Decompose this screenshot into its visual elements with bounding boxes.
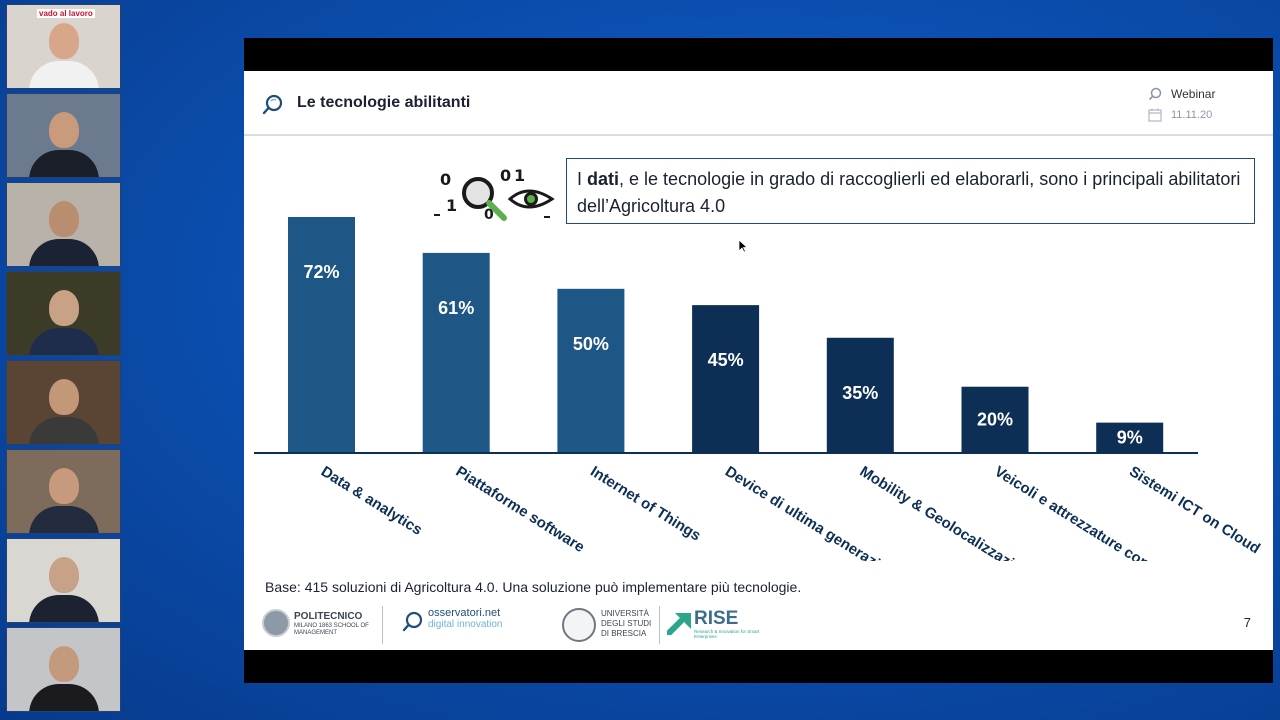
participant-video-tile[interactable]: [6, 627, 121, 712]
magnifier-icon: [262, 94, 283, 115]
participant-head: [49, 557, 79, 593]
svg-text:0: 0: [484, 207, 494, 223]
polimi-logo-name: POLITECNICO: [294, 611, 363, 622]
data-label: 20%: [977, 409, 1013, 429]
participant-video-tile[interactable]: [6, 449, 121, 534]
participant-video-tile[interactable]: [6, 182, 121, 267]
logo-separator: [659, 606, 660, 644]
rise-logo-icon: [667, 613, 691, 635]
participant-video-tile[interactable]: [6, 538, 121, 623]
data-label: 35%: [842, 383, 878, 403]
participant-head: [49, 379, 79, 415]
shared-screen: Le tecnologie abilitanti Webinar 11.11.2…: [244, 38, 1273, 683]
logo-footer: POLITECNICO MILANO 1863 SCHOOL OF MANAGE…: [262, 604, 762, 644]
calendar-icon: [1148, 108, 1162, 122]
data-label: 61%: [438, 298, 474, 318]
callout-box: I dati, e le tecnologie in grado di racc…: [566, 158, 1255, 224]
callout-text: , e le tecnologie in grado di raccoglier…: [577, 169, 1241, 216]
slide-title: Le tecnologie abilitanti: [297, 94, 471, 111]
slide: Le tecnologie abilitanti Webinar 11.11.2…: [244, 71, 1273, 650]
mouse-cursor-icon: [738, 239, 748, 253]
rise-logo-name: RISE: [694, 608, 739, 629]
magnifier-icon: [1148, 87, 1162, 101]
participant-head: [49, 468, 79, 504]
bar: [422, 252, 490, 452]
bar: [961, 386, 1029, 452]
bar: [692, 305, 760, 452]
bar: [557, 288, 625, 452]
svg-text:1: 1: [514, 166, 525, 185]
participant-video-tile[interactable]: [6, 360, 121, 445]
participant-video-tile[interactable]: [6, 93, 121, 178]
callout-prefix: I: [577, 169, 588, 189]
logo-separator: [382, 606, 383, 644]
unibs-logo-name: UNIVERSITÀ DEGLI STUDI DI BRESCIA: [601, 609, 652, 638]
polimi-seal-logo: [262, 609, 290, 637]
category-label: Sistemi ICT on Cloud: [1126, 463, 1263, 557]
category-label: Internet of Things: [587, 463, 703, 545]
osservatori-logo-icon: [402, 611, 423, 632]
svg-text:0: 0: [500, 166, 511, 185]
webinar-info: Webinar 11.11.20: [1145, 85, 1255, 135]
polimi-logo-subtitle: MILANO 1863 SCHOOL OF MANAGEMENT: [294, 623, 369, 636]
svg-text:0: 0: [440, 170, 451, 189]
unibs-seal-logo: [562, 608, 596, 642]
bar: [826, 337, 894, 452]
data-label: 50%: [573, 334, 609, 354]
category-label: Data & analytics: [318, 463, 425, 539]
bar-chart: 72% Data & analytics 61% Piattaforme softwa…: [254, 217, 1263, 561]
bar: [288, 217, 355, 452]
participant-caption: vado al lavoro: [37, 9, 95, 18]
osservatori-logo-tagline: digital innovation: [428, 619, 503, 630]
participant-video-tile[interactable]: [6, 271, 121, 356]
base-note: Base: 415 soluzioni di Agricoltura 4.0. …: [265, 579, 802, 595]
header-divider: [244, 134, 1273, 136]
bar: [1096, 422, 1164, 452]
webinar-date: 11.11.20: [1171, 109, 1213, 121]
participant-head: [49, 112, 79, 148]
page-number: 7: [1243, 615, 1251, 630]
participant-head: [49, 646, 79, 682]
participant-head: [49, 23, 79, 59]
webinar-label: Webinar: [1171, 87, 1216, 101]
callout-bold: dati: [587, 169, 620, 189]
data-analytics-icon: 0 1 0 1 0: [434, 166, 555, 223]
participant-head: [49, 201, 79, 237]
data-label: 72%: [303, 262, 339, 282]
data-label: 45%: [708, 350, 744, 370]
osservatori-logo-name: osservatori.net: [428, 607, 501, 619]
participant-head: [49, 290, 79, 326]
data-label: 9%: [1117, 427, 1143, 447]
participant-video-tile[interactable]: vado al lavoro: [6, 4, 121, 89]
svg-text:1: 1: [446, 196, 457, 215]
category-label: Piattaforme software: [453, 463, 588, 556]
rise-logo-tagline: Research & Innovation for Smart Enterpri…: [694, 629, 760, 639]
